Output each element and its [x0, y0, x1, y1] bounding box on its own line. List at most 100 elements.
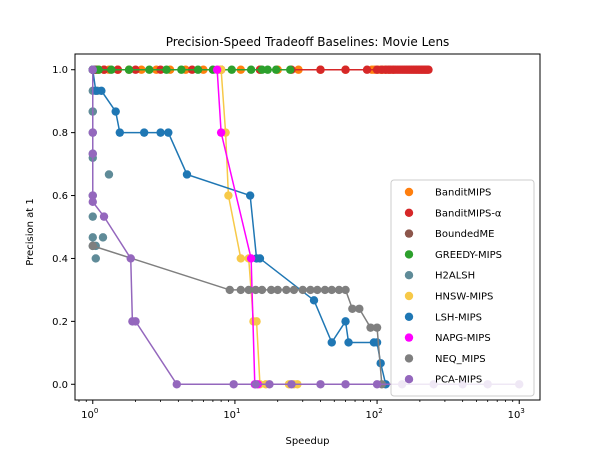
data-point-lsh-mips — [255, 254, 265, 263]
legend-label: HNSW-MIPS — [435, 292, 493, 303]
legend-label: PCA-MIPS — [435, 375, 482, 386]
legend-marker — [404, 354, 414, 363]
y-tick-label: 0.8 — [52, 128, 68, 139]
data-point-neq-mips — [348, 304, 357, 313]
legend-marker — [404, 208, 414, 217]
legend-marker — [404, 187, 414, 197]
data-point-lsh-mips — [327, 338, 336, 347]
legend-label: GREEDY-MIPS — [435, 250, 502, 261]
data-point-greedy-mips — [263, 65, 272, 74]
data-point-lsh-mips — [156, 128, 165, 137]
data-point-pca-mips — [287, 380, 296, 389]
legend-marker — [404, 271, 414, 280]
y-tick-label: 0.0 — [52, 380, 68, 391]
data-point-neq-mips — [257, 285, 267, 295]
data-point-greedy-mips — [162, 65, 171, 74]
data-point-neq-mips — [327, 285, 336, 295]
data-point-greedy-mips — [227, 65, 236, 74]
data-point-pca-mips — [172, 380, 181, 389]
legend-marker — [404, 250, 414, 259]
data-point-pca-mips — [341, 380, 350, 389]
data-point-napg-mips — [216, 128, 226, 137]
chart-title: Precision-Speed Tradeoff Baselines: Movi… — [166, 35, 450, 49]
data-point-greedy-mips — [145, 65, 154, 74]
legend-label: NEQ_MIPS — [435, 354, 486, 365]
data-point-h2alsh — [98, 233, 108, 242]
data-point-greedy-mips — [94, 65, 103, 74]
data-point-neq-mips — [251, 285, 260, 295]
legend-label: NAPG-MIPS — [435, 333, 491, 344]
data-point-banditmips — [341, 65, 350, 74]
data-point-greedy-mips — [124, 65, 134, 74]
data-point-hnsw-mips — [252, 317, 261, 326]
data-point-lsh-mips — [372, 338, 382, 347]
y-tick-label: 0.6 — [52, 191, 68, 202]
data-point-pca-mips — [131, 317, 140, 326]
legend-marker — [404, 291, 414, 301]
data-point-lsh-mips — [309, 296, 319, 305]
y-tick-label: 1.0 — [52, 65, 68, 76]
data-point-neq-mips — [334, 285, 344, 295]
x-tick-label: 100 — [81, 407, 98, 421]
data-point-neq-mips — [355, 304, 364, 313]
legend-label: BanditMIPS-α — [435, 208, 502, 219]
data-point-greedy-mips — [246, 65, 256, 74]
data-point-greedy-mips — [177, 65, 186, 74]
data-point-lsh-mips — [164, 128, 173, 137]
data-point-pca-mips — [372, 380, 382, 389]
data-point-neq-mips — [320, 285, 330, 295]
x-tick-label: 102 — [365, 407, 382, 421]
data-point-banditmips — [424, 65, 433, 74]
data-point-banditmips — [316, 65, 325, 74]
data-point-greedy-mips — [271, 65, 281, 74]
data-point-h2alsh — [104, 170, 114, 179]
data-point-neq-mips — [298, 285, 307, 295]
plot-frame — [74, 53, 541, 401]
data-point-h2alsh — [91, 254, 100, 263]
data-point-pca-mips — [88, 65, 97, 74]
data-point-pca-mips — [88, 197, 97, 207]
data-point-h2alsh — [88, 233, 97, 242]
data-point-neq-mips — [236, 285, 246, 295]
data-point-neq-mips — [244, 285, 253, 295]
data-point-hnsw-mips — [236, 254, 246, 263]
data-point-neq-mips — [273, 285, 282, 295]
data-point-pca-mips — [229, 380, 238, 389]
data-point-pca-mips — [99, 212, 109, 221]
legend-marker — [404, 312, 414, 321]
data-point-neq-mips — [366, 323, 375, 332]
data-point-lsh-mips — [139, 128, 149, 137]
data-point-lsh-mips — [245, 191, 255, 200]
data-point-napg-mips — [246, 254, 256, 263]
legend-box — [390, 179, 535, 397]
data-point-pca-mips — [88, 191, 97, 200]
data-point-pca-mips — [265, 380, 274, 389]
x-tick-label: 103 — [508, 407, 525, 421]
legend-label: BoundedME — [435, 229, 494, 240]
data-point-neq-mips — [225, 285, 234, 295]
data-point-pca-mips — [88, 149, 97, 158]
data-point-lsh-mips — [182, 170, 192, 179]
data-point-neq-mips — [341, 285, 350, 295]
y-axis-label: Precision at 1 — [25, 198, 36, 265]
legend-marker — [404, 375, 414, 384]
y-tick-label: 0.4 — [52, 254, 68, 265]
data-point-greedy-mips — [107, 65, 116, 74]
legend-marker — [404, 333, 414, 342]
data-point-lsh-mips — [344, 338, 353, 347]
x-axis-label: Speedup — [285, 436, 329, 447]
data-point-neq-mips — [88, 241, 97, 251]
legend-label: H2ALSH — [435, 271, 475, 282]
legend-marker — [404, 229, 414, 238]
data-point-greedy-mips — [286, 65, 295, 74]
data-point-pca-mips — [316, 380, 325, 389]
data-point-lsh-mips — [97, 86, 106, 96]
legend: BanditMIPS BanditMIPS-α BoundedME GREEDY-MI… — [390, 179, 535, 397]
data-point-pca-mips — [88, 128, 97, 137]
y-tick-label: 0.2 — [52, 317, 68, 328]
data-point-pca-mips — [126, 254, 135, 263]
data-point-neq-mips — [289, 285, 299, 295]
data-point-lsh-mips — [341, 317, 350, 326]
